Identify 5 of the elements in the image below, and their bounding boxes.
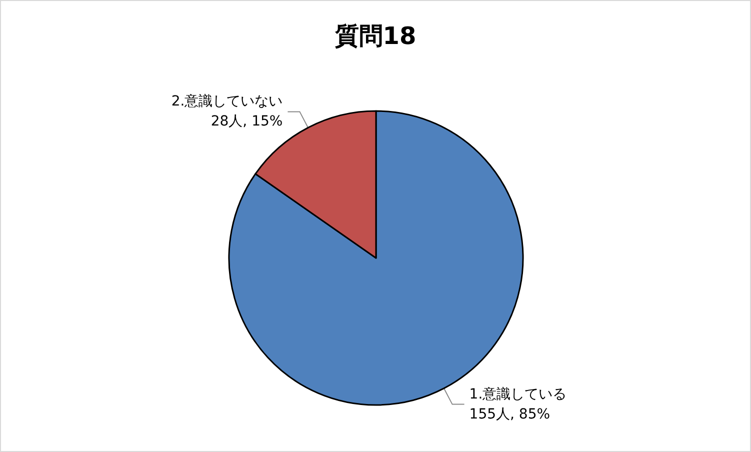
slice-label: 1.意識している [469, 386, 567, 402]
slice-label: 2.意識していない [171, 94, 283, 110]
chart-title: 質問18 [334, 22, 416, 50]
data-label: 155人, 85% [469, 406, 550, 422]
data-label: 28人, 15% [210, 114, 283, 130]
